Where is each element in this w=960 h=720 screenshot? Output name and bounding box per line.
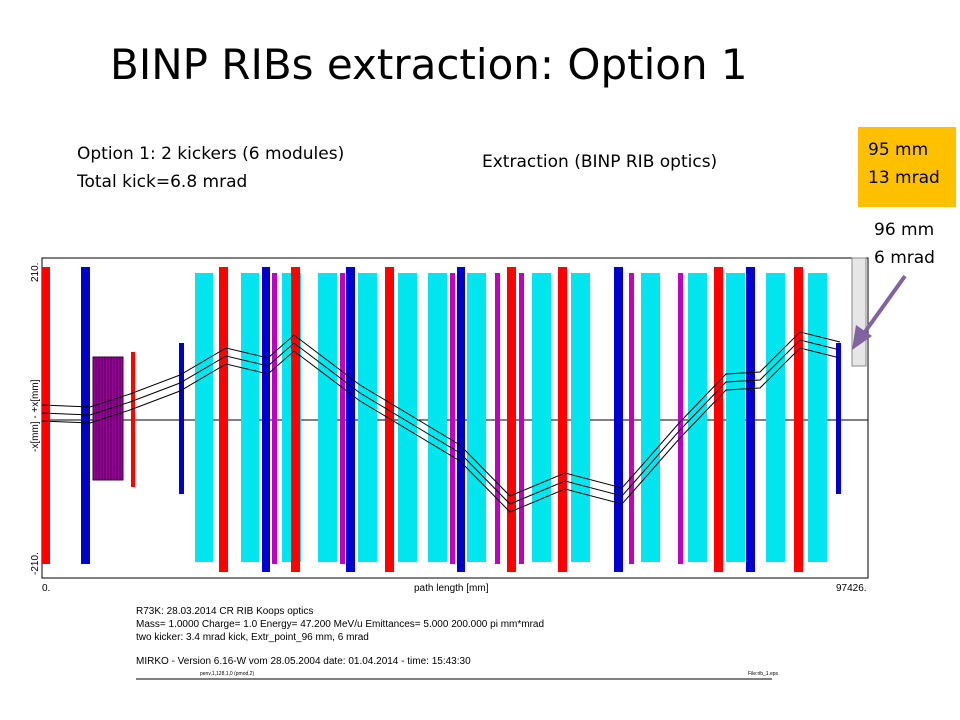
y-bottom-label: -210. (30, 552, 41, 575)
info-line-2: Mass= 1.0000 Charge= 1.0 Energy= 47.200 … (136, 619, 544, 630)
lattice-element-steer (262, 267, 270, 572)
box-95-line2: 13 mrad (868, 168, 940, 188)
beam-envelope-line (41, 339, 841, 505)
lattice-element-steer (346, 267, 355, 572)
lattice-element-dipole (398, 273, 417, 562)
beam-envelopes (41, 331, 841, 513)
lattice-element-sext (340, 273, 345, 564)
box-95-line1: 95 mm (868, 140, 929, 160)
lattice-element-steer (836, 343, 841, 494)
y-top-label: 210. (30, 263, 41, 282)
pointer-arrow (860, 274, 907, 338)
x-start-label: 0. (42, 583, 50, 594)
pointer-arrowhead (852, 325, 872, 350)
option-description: Option 1: 2 kickers (6 modules) Total ki… (77, 140, 344, 196)
lattice-element-dipole (571, 273, 590, 562)
small-right-note: File:rib_1.eps (748, 671, 779, 677)
option-line-kickers: Option 1: 2 kickers (6 modules) (77, 144, 345, 164)
lattice-element-dipole (688, 273, 707, 562)
lattice-element-quad (385, 267, 394, 572)
label-96-line1: 96 mm (874, 220, 935, 240)
lattice-element-sext (450, 273, 455, 564)
label-96-line2: 6 mrad (874, 248, 935, 268)
info-line-1: R73K: 28.03.2014 CR RIB Koops optics (136, 606, 313, 617)
option-line-total-kick: Total kick=6.8 mrad (77, 172, 248, 192)
version-line: MIRKO - Version 6.16-W vom 28.05.2004 da… (136, 656, 471, 667)
lattice-element-steer (457, 267, 465, 572)
lattice-element-quad (291, 267, 300, 572)
beam-envelope-line (41, 331, 841, 497)
lattice-element-sext (495, 273, 500, 564)
x-end-label: 97426. (836, 583, 867, 594)
lattice-element-dipole (358, 273, 377, 562)
lattice-element-dipole (641, 273, 660, 562)
lattice-element-quad (794, 267, 803, 572)
y-axis-label: -x[mm] - +x[mm] (30, 379, 41, 452)
lattice-element-dipole (766, 273, 785, 562)
lattice-element-sext (678, 273, 683, 564)
lattice-element-dipole (532, 273, 551, 562)
lattice-element-quad (558, 267, 567, 572)
highlight-box-95mm: 95 mm 13 mrad (858, 127, 956, 207)
lattice-element-dipole (808, 273, 827, 562)
lattice-element-quad (714, 267, 723, 572)
lattice-element-steer (746, 267, 755, 572)
lattice-element-dipole (428, 273, 447, 562)
small-left-note: penv,1,128,1,0 (pmod,2) (200, 671, 254, 677)
lattice-element-dipole (241, 273, 259, 562)
lattice-element-quad (507, 267, 516, 572)
slide-title: BINP RIBs extraction: Option 1 (110, 40, 748, 89)
lattice-element-dipole (726, 273, 745, 562)
lattice-element-dipole (318, 273, 337, 562)
lattice-element-steer (81, 267, 90, 564)
lattice-element-quad (219, 267, 228, 572)
lattice-element-dipole (195, 273, 213, 562)
lattice-element-steer (179, 343, 184, 494)
lattice-elements (42, 267, 841, 572)
x-axis-label: path length [mm] (414, 583, 489, 594)
lattice-element-sext (629, 273, 634, 564)
lattice-element-steer (614, 267, 623, 572)
lattice-element-sext (272, 273, 277, 564)
lattice-element-dipole (467, 273, 486, 562)
lattice-element-sext (519, 273, 524, 564)
beam-envelope-line (41, 347, 841, 513)
info-line-3: two kicker: 3.4 mrad kick, Extr_point_96… (136, 632, 369, 643)
extraction-label: Extraction (BINP RIB optics) (482, 152, 718, 172)
lattice-element-quad (42, 267, 50, 564)
lattice-element-quad (131, 352, 135, 487)
extraction-septum (851, 257, 867, 367)
label-96mm: 96 mm 6 mrad (874, 216, 935, 272)
